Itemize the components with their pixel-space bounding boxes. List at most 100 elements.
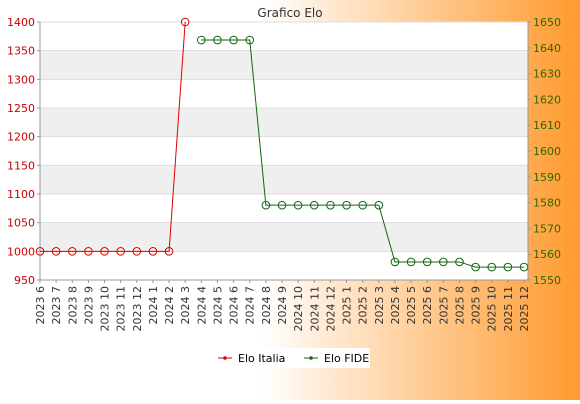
right-tick-label: 1640: [533, 42, 561, 55]
data-point: [180, 17, 190, 27]
x-tick-label: 2023 11: [115, 286, 128, 332]
data-point: [503, 262, 513, 272]
x-tick-label: 2024 3: [179, 286, 192, 325]
grid-band: [40, 108, 528, 137]
x-tick-label: 2025 4: [389, 286, 402, 325]
right-tick-label: 1550: [533, 274, 561, 287]
data-point: [455, 257, 464, 267]
data-point: [197, 35, 206, 45]
x-tick-label: 2023 7: [50, 286, 63, 325]
data-point: [148, 247, 158, 256]
data-point: [293, 200, 303, 210]
data-point: [374, 200, 384, 210]
series-line: [201, 39, 524, 268]
data-point: [471, 262, 480, 272]
right-tick-label: 1630: [533, 68, 561, 81]
x-tick-label: 2024 9: [276, 286, 289, 325]
chart-title: Grafico Elo: [257, 6, 322, 20]
data-point: [326, 200, 335, 210]
data-point: [342, 200, 351, 210]
right-tick-label: 1590: [533, 171, 561, 184]
left-tick-label: 950: [14, 274, 35, 287]
data-point: [84, 247, 93, 256]
x-tick-label: 2023 8: [66, 286, 79, 325]
right-tick-label: 1560: [533, 248, 561, 261]
left-tick-label: 1050: [7, 217, 35, 230]
right-tick-label: 1570: [533, 222, 561, 235]
x-tick-label: 2025 2: [357, 286, 370, 325]
x-tick-label: 2025 10: [486, 286, 499, 332]
data-point: [164, 247, 174, 256]
data-point: [358, 200, 367, 210]
x-tick-label: 2025 12: [518, 286, 531, 332]
x-tick-label: 2023 6: [34, 286, 47, 325]
x-tick-label: 2024 1: [147, 286, 160, 325]
x-tick-label: 2023 9: [82, 286, 95, 325]
data-point: [245, 35, 255, 45]
x-tick-label: 2024 8: [260, 286, 273, 325]
x-tick-label: 2023 12: [131, 286, 144, 332]
data-point: [487, 262, 497, 272]
x-tick-label: 2024 5: [211, 286, 224, 325]
data-point: [309, 200, 319, 210]
grid-band: [40, 222, 528, 252]
right-tick-label: 1620: [533, 93, 561, 106]
left-tick-label: 1300: [7, 73, 35, 86]
series-layer: [35, 17, 529, 272]
x-tick-label: 2025 5: [405, 286, 418, 325]
left-tick-label: 1150: [7, 159, 35, 172]
legend: Elo Italia Elo FIDE: [212, 348, 370, 368]
x-tick-label: 2025 9: [470, 286, 483, 325]
left-tick-label: 1000: [7, 245, 35, 258]
x-tick-label: 2024 2: [163, 286, 176, 325]
x-tick-label: 2024 10: [292, 286, 305, 332]
legend-box: [212, 348, 370, 368]
grid-band: [40, 50, 528, 80]
legend-marker: [309, 356, 313, 360]
left-tick-label: 1100: [7, 188, 35, 201]
data-point: [35, 247, 45, 256]
grid-band: [40, 165, 528, 194]
data-point: [51, 247, 61, 256]
data-point: [213, 35, 222, 45]
data-point: [100, 247, 109, 256]
left-axis-ticks: 950 1000 1050 1100 1150 1200 1250 1300 1350 1400: [7, 16, 40, 287]
data-point: [406, 257, 416, 267]
x-tick-label: 2025 8: [453, 286, 466, 325]
series-line: [40, 21, 186, 252]
x-tick-label: 2025 11: [502, 286, 515, 332]
data-point: [132, 247, 142, 256]
x-tick-label: 2025 1: [341, 286, 354, 325]
right-axis-ticks: 1550 1560 1570 1580 1590 1600 1610 1620 1630 1640…: [528, 16, 561, 287]
left-tick-label: 1400: [7, 16, 35, 29]
x-tick-label: 2024 7: [244, 286, 257, 325]
data-point: [519, 262, 529, 272]
legend-marker: [223, 356, 227, 360]
right-tick-label: 1650: [533, 16, 561, 29]
x-tick-label: 2025 6: [421, 286, 434, 325]
grid-lines: [40, 21, 528, 281]
legend-label: Elo FIDE: [324, 352, 369, 365]
x-tick-label: 2024 12: [324, 286, 337, 332]
left-tick-label: 1350: [7, 45, 35, 58]
data-point: [422, 257, 432, 267]
x-tick-label: 2023 10: [99, 286, 112, 332]
data-point: [439, 257, 448, 267]
right-tick-label: 1610: [533, 119, 561, 132]
x-tick-label: 2024 4: [195, 286, 208, 325]
right-tick-label: 1600: [533, 145, 561, 158]
data-point: [390, 257, 400, 267]
data-point: [277, 200, 287, 210]
data-point: [229, 35, 238, 45]
x-axis-ticks: 2023 6 2023 7 2023 8 2023 9 2023 10 2023 11 20…: [34, 280, 531, 332]
x-tick-label: 2024 11: [308, 286, 321, 332]
data-point: [261, 200, 271, 210]
x-tick-label: 2025 3: [373, 286, 386, 325]
data-point: [116, 247, 125, 256]
x-tick-label: 2024 6: [228, 286, 241, 325]
data-point: [67, 247, 77, 256]
left-tick-label: 1250: [7, 102, 35, 115]
x-tick-label: 2025 7: [437, 286, 450, 325]
